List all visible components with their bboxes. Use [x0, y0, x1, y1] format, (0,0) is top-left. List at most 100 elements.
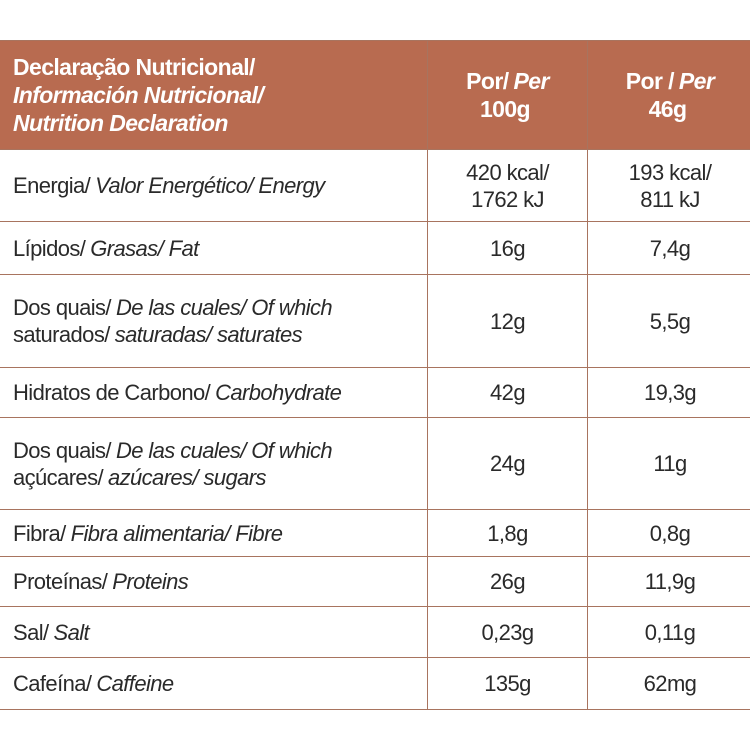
value-per-serving: 7,4g — [587, 221, 750, 275]
header-row: Declaração Nutricional/Información Nutri… — [0, 40, 750, 150]
italic-text: Caffeine — [96, 671, 174, 696]
nutrient-label: Hidratos de Carbono/Carbohydrate — [0, 367, 428, 418]
value-per100: 24g — [427, 417, 588, 510]
italic-text: Valor Energético/ Energy — [95, 173, 325, 198]
nutrient-label: Cafeína/Caffeine — [0, 657, 428, 710]
italic-text: De las cuales/ Of which — [115, 437, 333, 463]
nutrition-table-wrap: Declaração Nutricional/Información Nutri… — [0, 40, 750, 710]
italic-text: Fibra alimentaria/ Fibre — [70, 520, 283, 546]
value-per-serving: 19,3g — [587, 367, 750, 418]
value-text: 0,8g — [649, 520, 691, 546]
table-row: Sal/Salt 0,23g 0,11g — [0, 606, 750, 658]
value-text: 1,8g — [487, 520, 528, 546]
value-per100: 42g — [427, 367, 588, 418]
value-text: 11g — [653, 451, 687, 476]
nutrient-label: Lípidos/Grasas/ Fat — [0, 221, 428, 275]
table-row: Cafeína/Caffeine 135g 62mg — [0, 657, 750, 710]
value-text: 62mg — [643, 671, 697, 696]
value-text: 19,3g — [643, 380, 697, 405]
value-text: 193 kcal/ — [628, 159, 712, 185]
header-nutrient: Declaração Nutricional/Información Nutri… — [0, 40, 428, 150]
cell-line: Fibra/Fibra alimentaria/ Fibre — [13, 520, 427, 547]
cell-line: Información Nutricional/ — [13, 81, 427, 109]
regular-text: Cafeína/ — [13, 671, 92, 696]
value-per100: 16g — [427, 221, 588, 275]
value-per-serving: 0,11g — [587, 606, 750, 658]
italic-text: De las cuales/ Of which — [115, 295, 333, 320]
italic-text: Carbohydrate — [215, 380, 342, 405]
regular-text: Fibra/ — [13, 520, 66, 546]
nutrient-label: Sal/Salt — [0, 606, 428, 658]
table-row: Dos quais/De las cuales/ Of which saturad… — [0, 274, 750, 368]
value-per-serving: 11,9g — [587, 556, 750, 607]
cell-line: 100g — [428, 95, 587, 123]
value-per100: 26g — [427, 556, 588, 607]
italic-text: Proteins — [112, 569, 189, 594]
italic-text: Nutrition Declaration — [13, 110, 228, 136]
value-text: 0,23g — [481, 619, 534, 645]
cell-line: 46g — [588, 95, 750, 123]
table-row: Proteínas/Proteins 26g 11,9g — [0, 556, 750, 607]
regular-text: Hidratos de Carbono/ — [13, 380, 211, 405]
value-text: 811 kJ — [640, 186, 700, 212]
regular-text: Dos quais/ — [13, 295, 112, 320]
regular-text: açúcares/ — [13, 464, 104, 490]
value-text: 135g — [484, 671, 531, 696]
cell-line: Nutrition Declaration — [13, 109, 427, 137]
table-row: Hidratos de Carbono/Carbohydrate 42g 19,3g — [0, 367, 750, 418]
italic-text: Per — [678, 68, 715, 94]
cell-line: Dos quais/De las cuales/ Of which — [13, 437, 427, 464]
value-text: 0,11g — [644, 619, 696, 645]
value-text: 42g — [490, 380, 526, 405]
cell-line: açúcares/azúcares/ sugars — [13, 464, 427, 491]
value-per-serving: 0,8g — [587, 509, 750, 557]
value-per-serving: 193 kcal/811 kJ — [587, 149, 750, 222]
nutrient-label: Energia/Valor Energético/ Energy — [0, 149, 428, 222]
cell-line: Energia/Valor Energético/ Energy — [13, 172, 427, 199]
regular-text: Sal/ — [13, 619, 49, 645]
value-per-serving: 5,5g — [587, 274, 750, 368]
cell-line: Declaração Nutricional/ — [13, 53, 427, 81]
value-per-serving: 62mg — [587, 657, 750, 710]
cell-line: Sal/Salt — [13, 619, 427, 646]
regular-text: Energia/ — [13, 173, 91, 198]
value-per100: 0,23g — [427, 606, 588, 658]
table-header: Declaração Nutricional/Información Nutri… — [0, 40, 750, 150]
table-row: Energia/Valor Energético/ Energy 420 kcal… — [0, 149, 750, 222]
header-per-serving: Por / Per 46g — [587, 40, 750, 150]
value-text: 5,5g — [649, 308, 691, 334]
value-text: 7,4g — [649, 235, 691, 261]
regular-text: Por / — [625, 68, 675, 94]
cell-line: Hidratos de Carbono/Carbohydrate — [13, 379, 427, 406]
table-body: Energia/Valor Energético/ Energy 420 kcal… — [0, 149, 750, 710]
cell-line: saturados/saturadas/ saturates — [13, 321, 427, 348]
cell-line: Dos quais/De las cuales/ Of which — [13, 294, 427, 321]
nutrient-label: Dos quais/De las cuales/ Of which saturad… — [0, 274, 428, 368]
cell-line: Por/Per — [428, 67, 587, 95]
regular-text: Declaração Nutricional/ — [13, 54, 255, 80]
regular-text: Proteínas/ — [13, 569, 108, 594]
table-row: Dos quais/De las cuales/ Of which açúcare… — [0, 417, 750, 510]
value-text: 24g — [490, 451, 526, 476]
cell-line: Lípidos/Grasas/ Fat — [13, 235, 427, 262]
cell-line: Cafeína/Caffeine — [13, 670, 427, 697]
table-row: Fibra/Fibra alimentaria/ Fibre 1,8g 0,8g — [0, 509, 750, 557]
value-text: 12g — [490, 308, 526, 334]
value-per100: 1,8g — [427, 509, 588, 557]
italic-text: Grasas/ Fat — [90, 235, 199, 261]
value-text: 1762 kJ — [471, 186, 544, 212]
nutrient-label: Proteínas/Proteins — [0, 556, 428, 607]
regular-text: 100g — [479, 96, 531, 122]
italic-text: Información Nutricional/ — [13, 82, 264, 108]
cell-line: Por / Per — [588, 67, 750, 95]
value-per-serving: 11g — [587, 417, 750, 510]
value-per100: 135g — [427, 657, 588, 710]
cell-line: Proteínas/Proteins — [13, 568, 427, 595]
regular-text: Dos quais/ — [13, 437, 112, 463]
regular-text: Por/ — [466, 68, 509, 94]
italic-text: saturadas/ saturates — [114, 322, 303, 347]
nutrient-label: Dos quais/De las cuales/ Of which açúcare… — [0, 417, 428, 510]
header-per100: Por/Per 100g — [427, 40, 588, 150]
value-per100: 420 kcal/1762 kJ — [427, 149, 588, 222]
